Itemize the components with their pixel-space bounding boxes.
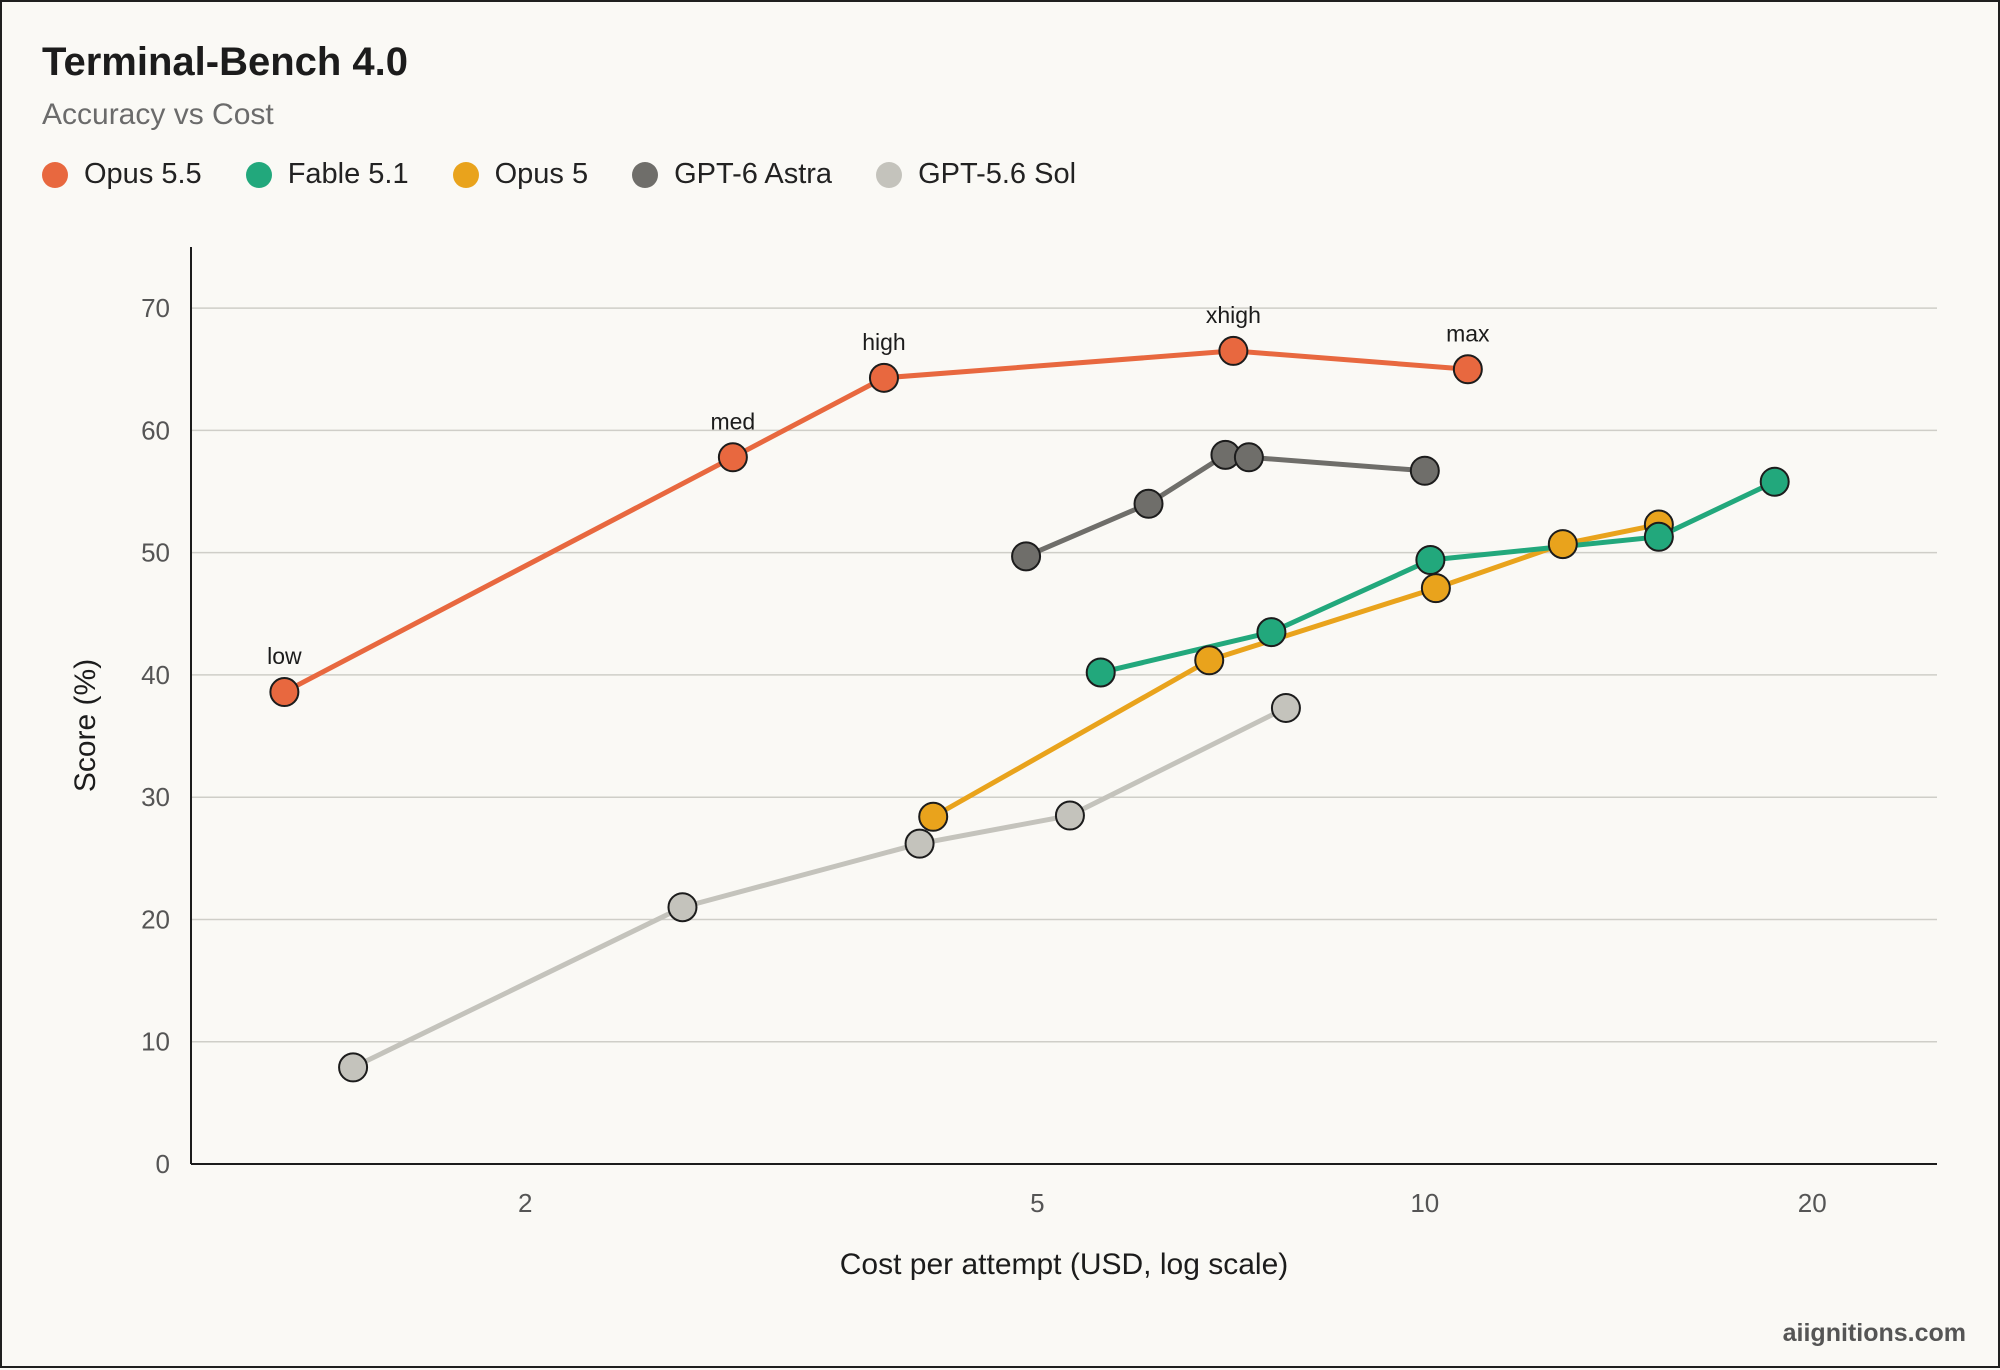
legend-marker xyxy=(42,161,68,188)
data-point xyxy=(1409,455,1440,486)
data-point xyxy=(1256,617,1287,648)
data-point xyxy=(1759,466,1790,497)
data-point xyxy=(1133,488,1164,519)
legend-label: Opus 5.5 xyxy=(84,158,202,190)
x-tick-label: 20 xyxy=(1798,1188,1827,1218)
y-tick-label: 0 xyxy=(156,1149,170,1179)
x-tick-label: 2 xyxy=(518,1188,532,1218)
y-tick-label: 70 xyxy=(141,293,170,323)
data-point xyxy=(1270,692,1301,723)
series-line xyxy=(281,348,1471,695)
data-point xyxy=(1194,645,1225,676)
legend-label: Fable 5.1 xyxy=(287,158,409,190)
data-point xyxy=(269,677,300,708)
legend: Opus 5.5 Fable 5.1 Opus 5 GPT-6 Astra GPT-5.… xyxy=(42,158,1120,191)
legend-item: Fable 5.1 xyxy=(245,158,409,191)
data-point xyxy=(1011,541,1042,572)
watermark: aiignitions.com xyxy=(1782,1319,1966,1347)
legend-marker xyxy=(452,161,479,188)
data-point xyxy=(904,828,935,859)
legend-label: GPT-6 Astra xyxy=(674,158,833,190)
x-axis-title: Cost per attempt (USD, log scale) xyxy=(840,1248,1289,1281)
data-point xyxy=(868,362,899,393)
y-tick-label: 60 xyxy=(141,415,170,445)
data-point xyxy=(1085,657,1116,688)
chart-title: Terminal-Bench 4.0 xyxy=(42,40,409,84)
series-line xyxy=(930,522,1662,820)
y-tick-label: 30 xyxy=(141,782,170,812)
x-tick-label: 5 xyxy=(1030,1188,1044,1218)
data-point xyxy=(1643,521,1674,552)
data-point xyxy=(667,892,698,923)
x-tick-label: 10 xyxy=(1410,1188,1439,1218)
data-point xyxy=(1233,442,1264,473)
y-tick-label: 50 xyxy=(141,538,170,568)
data-point xyxy=(1218,335,1249,366)
legend-label: Opus 5 xyxy=(494,158,589,190)
point-label: high xyxy=(862,329,905,355)
data-point xyxy=(918,801,949,832)
legend-marker xyxy=(245,161,272,188)
y-tick-label: 20 xyxy=(141,904,170,934)
data-point xyxy=(1547,529,1578,560)
data-point xyxy=(338,1052,369,1083)
point-label: low xyxy=(267,643,302,669)
legend-item: Opus 5.5 xyxy=(42,158,202,191)
data-point xyxy=(717,442,748,473)
chart-subtitle: Accuracy vs Cost xyxy=(42,98,274,131)
y-axis-title: Score (%) xyxy=(69,659,102,792)
legend-item: GPT-5.6 Sol xyxy=(876,158,1076,191)
data-point xyxy=(1420,573,1451,604)
point-label: xhigh xyxy=(1206,302,1261,328)
legend-marker xyxy=(632,161,659,188)
legend-marker xyxy=(876,161,903,188)
legend-label: GPT-5.6 Sol xyxy=(918,158,1077,190)
point-label: med xyxy=(710,408,755,434)
legend-item: GPT-6 Astra xyxy=(632,158,832,191)
data-point xyxy=(1415,545,1446,576)
data-point xyxy=(1452,354,1483,385)
series-line xyxy=(350,705,1289,1070)
point-label: max xyxy=(1446,320,1490,346)
y-tick-label: 10 xyxy=(141,1027,170,1057)
y-tick-label: 40 xyxy=(141,660,170,690)
series-line xyxy=(1023,452,1428,559)
legend-item: Opus 5 xyxy=(452,158,589,191)
data-point xyxy=(1054,800,1085,831)
